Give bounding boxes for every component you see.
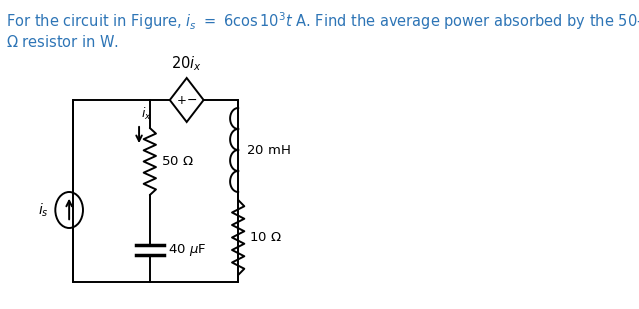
Text: $20\ \mathrm{mH}$: $20\ \mathrm{mH}$ [246, 143, 291, 156]
Text: −: − [187, 94, 197, 107]
Text: $50\ \Omega$: $50\ \Omega$ [160, 155, 194, 168]
Text: $10\ \Omega$: $10\ \Omega$ [249, 231, 282, 244]
Text: +: + [176, 94, 186, 107]
Text: $i_s$: $i_s$ [38, 201, 49, 219]
Text: $20i_x$: $20i_x$ [171, 54, 202, 73]
Text: $i_x$: $i_x$ [141, 106, 151, 122]
Text: For the circuit in Figure, $i_s\ =\ 6\cos10^3 t$ A. Find the average power absor: For the circuit in Figure, $i_s\ =\ 6\co… [6, 10, 639, 32]
Text: $\Omega$ resistor in W.: $\Omega$ resistor in W. [6, 34, 119, 50]
Text: $40\ \mu\mathrm{F}$: $40\ \mu\mathrm{F}$ [168, 242, 206, 258]
